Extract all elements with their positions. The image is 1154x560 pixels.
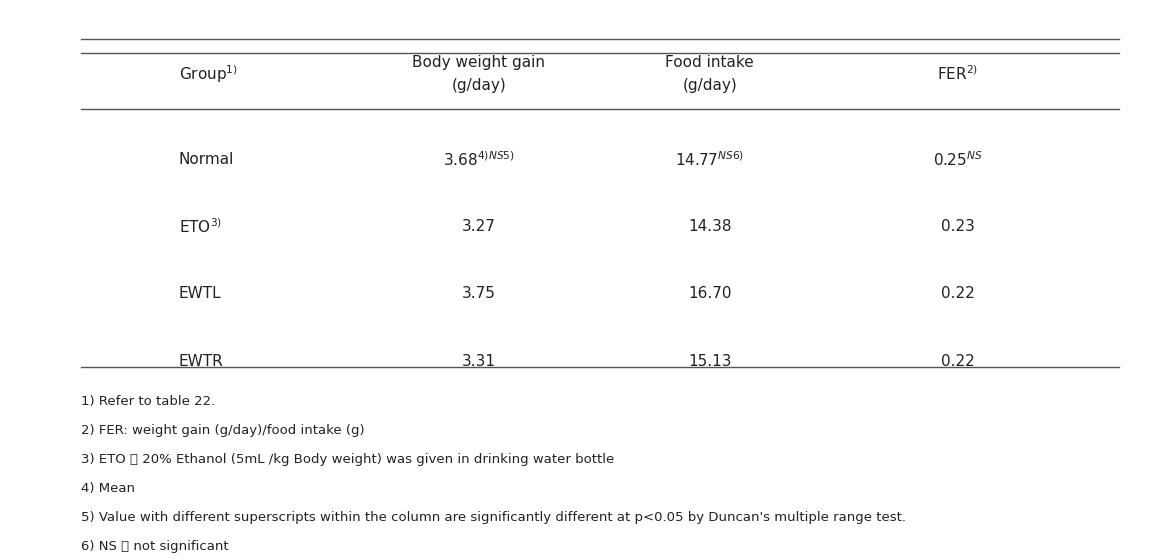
Text: 5) Value with different superscripts within the column are significantly differe: 5) Value with different superscripts wit… (81, 511, 906, 524)
Text: FER$^{2)}$: FER$^{2)}$ (937, 64, 979, 83)
Text: 15.13: 15.13 (688, 354, 732, 368)
Text: 3.75: 3.75 (462, 287, 496, 301)
Text: 3.31: 3.31 (462, 354, 496, 368)
Text: 0.25$^{NS}$: 0.25$^{NS}$ (932, 150, 983, 169)
Text: 4) Mean: 4) Mean (81, 482, 135, 495)
Text: 3.27: 3.27 (462, 220, 496, 234)
Text: 14.38: 14.38 (688, 220, 732, 234)
Text: 1) Refer to table 22.: 1) Refer to table 22. (81, 395, 215, 408)
Text: 14.77$^{NS6)}$: 14.77$^{NS6)}$ (675, 150, 744, 169)
Text: 3.68$^{4)NS5)}$: 3.68$^{4)NS5)}$ (443, 150, 515, 169)
Text: ETO$^{3)}$: ETO$^{3)}$ (179, 217, 222, 236)
Text: 16.70: 16.70 (688, 287, 732, 301)
Text: Normal: Normal (179, 152, 234, 167)
Text: Body weight gain
(g/day): Body weight gain (g/day) (412, 55, 546, 92)
Text: EWTR: EWTR (179, 354, 224, 368)
Text: EWTL: EWTL (179, 287, 222, 301)
Text: 0.22: 0.22 (941, 354, 975, 368)
Text: Group$^{1)}$: Group$^{1)}$ (179, 63, 238, 85)
Text: 0.22: 0.22 (941, 287, 975, 301)
Text: Food intake
(g/day): Food intake (g/day) (666, 55, 754, 92)
Text: 6) NS ； not significant: 6) NS ； not significant (81, 540, 228, 553)
Text: 2) FER: weight gain (g/day)/food intake (g): 2) FER: weight gain (g/day)/food intake … (81, 424, 365, 437)
Text: 3) ETO ： 20% Ethanol (5mL /kg Body weight) was given in drinking water bottle: 3) ETO ： 20% Ethanol (5mL /kg Body weigh… (81, 453, 614, 466)
Text: 0.23: 0.23 (941, 220, 975, 234)
